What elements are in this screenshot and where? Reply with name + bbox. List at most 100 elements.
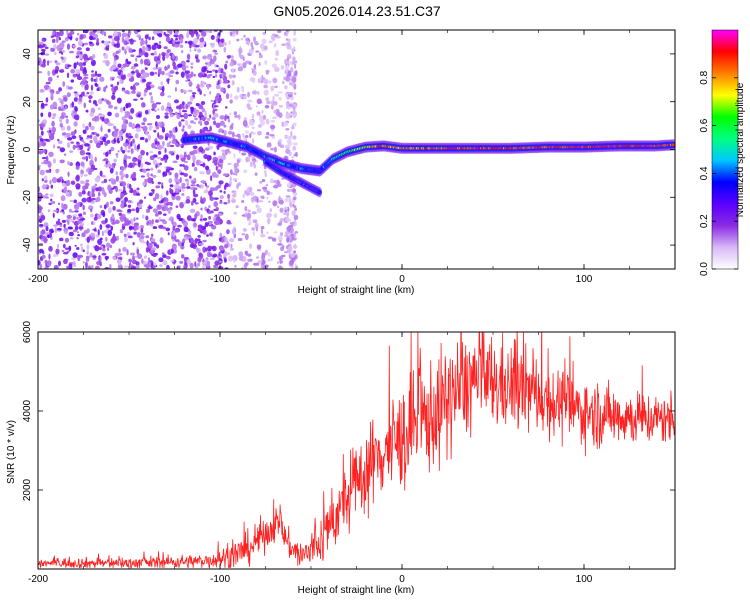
spectrogram-cell <box>197 229 201 232</box>
spectrogram-cell <box>135 206 140 214</box>
spectrogram-cell <box>104 164 107 168</box>
spectrogram-cell <box>264 60 268 66</box>
spectrogram-cell <box>247 258 251 263</box>
spectrogram-cell <box>124 90 130 94</box>
spectrogram-cell <box>184 40 188 44</box>
spectrogram-cell <box>114 112 120 118</box>
spectrogram-cell <box>181 49 184 54</box>
spectrogram-cell <box>162 213 167 216</box>
spectrogram-cell <box>146 123 153 126</box>
spectrogram-cell <box>204 222 210 225</box>
spectrogram-cell <box>47 76 53 82</box>
spectrogram-cell <box>174 111 179 116</box>
spectrogram-cell <box>40 214 46 221</box>
spectrogram-cell <box>242 56 245 62</box>
spectrogram-cell <box>145 168 151 171</box>
spectrogram-cell <box>101 230 104 237</box>
spectrogram-cell <box>217 266 224 269</box>
spectrogram-cell <box>247 209 251 213</box>
spectrogram-cell <box>213 105 219 108</box>
spectrogram-cell <box>127 73 133 78</box>
spectrogram-cell <box>244 130 249 134</box>
spectrogram-cell <box>251 67 257 71</box>
spectrogram-cell <box>64 237 70 243</box>
spectrogram-cell <box>191 200 194 206</box>
spectrogram-cell <box>214 52 219 55</box>
spectrogram-cell <box>55 62 61 66</box>
spectrogram-cell <box>278 138 283 143</box>
spectrogram-cell <box>162 171 168 177</box>
spectrogram-cell <box>269 134 275 137</box>
spectrogram-cell <box>174 229 181 233</box>
spectrogram-cell <box>165 36 171 43</box>
spectrogram-cell <box>195 103 200 107</box>
spectrogram-cell <box>217 169 222 175</box>
spectrogram-cell <box>241 200 245 203</box>
spectrogram-cell <box>83 54 88 61</box>
spectrogram-cell <box>184 70 191 74</box>
spectrogram-cell <box>61 179 64 184</box>
spectrogram-cell <box>59 176 63 180</box>
spectrogram-cell <box>118 212 123 216</box>
spectrogram-cell <box>279 144 285 149</box>
spectrogram-cell <box>256 189 262 192</box>
spectrogram-cell <box>121 181 127 187</box>
spectrogram-cell <box>221 238 224 243</box>
spectrogram-cell <box>77 234 80 237</box>
spectrogram-cell <box>252 77 256 83</box>
spectrogram-cell <box>38 206 43 211</box>
spectrogram-cell <box>157 107 160 111</box>
spectrogram-cell <box>186 183 189 187</box>
spectrogram-cell <box>72 44 77 48</box>
spectrogram-cell <box>165 132 169 136</box>
spectrogram-cell <box>294 231 299 234</box>
spectrogram-cell <box>136 55 142 58</box>
spectrogram-cell <box>158 41 162 45</box>
spectrogram-cell <box>294 207 298 212</box>
spectrogram-cell <box>174 177 179 182</box>
spectrogram-cell <box>54 60 58 64</box>
spectrogram-cell <box>41 38 45 42</box>
spectrogram-cell <box>40 141 47 147</box>
spectrogram-cell <box>221 72 224 80</box>
spectrogram-cell <box>125 132 129 138</box>
spectrogram-cell <box>107 207 112 214</box>
spectrogram-cell <box>145 130 149 136</box>
spectrogram-cell <box>59 122 63 128</box>
spectrogram-cell <box>185 199 191 204</box>
spectrogram-cell <box>150 100 155 104</box>
spectrogram-cell <box>61 68 64 72</box>
spectrogram-cell <box>153 56 158 62</box>
spectrogram-cell <box>127 200 132 203</box>
spectrogram-cell <box>233 258 236 264</box>
y-tick-label: 4000 <box>22 399 33 422</box>
spectrogram-cell <box>108 164 113 168</box>
spectrogram-cell <box>141 78 147 83</box>
spectrogram-cell <box>109 76 113 81</box>
spectrogram-cell <box>117 150 120 153</box>
spectrogram-cell <box>192 149 198 155</box>
spectrogram-cell <box>231 74 236 79</box>
spectrogram-cell <box>245 38 248 42</box>
spectrogram-cell <box>140 232 145 236</box>
spectrogram-cell <box>189 175 192 179</box>
spectrogram-cell <box>179 176 182 184</box>
spectrogram-cell <box>223 258 227 263</box>
spectrogram-cell <box>73 264 77 268</box>
spectrogram-cell <box>173 30 179 36</box>
spectrogram-cell <box>227 118 231 123</box>
spectrogram-cell <box>156 244 160 249</box>
spectrogram-cell <box>251 126 255 130</box>
spectrogram-cell <box>151 181 154 184</box>
spectrogram-cell <box>267 252 271 257</box>
spectrogram-cell <box>223 236 228 244</box>
spectrogram-cell <box>120 176 124 181</box>
spectrogram-cell <box>64 37 69 42</box>
spectrogram-cell <box>204 110 207 118</box>
spectrogram-cell <box>127 164 130 168</box>
spectrogram-cell <box>109 66 114 72</box>
spectrogram-cell <box>45 226 49 232</box>
spectrogram-cell <box>192 154 196 162</box>
spectrogram-cell <box>131 158 138 162</box>
spectrogram-cell <box>48 151 54 158</box>
